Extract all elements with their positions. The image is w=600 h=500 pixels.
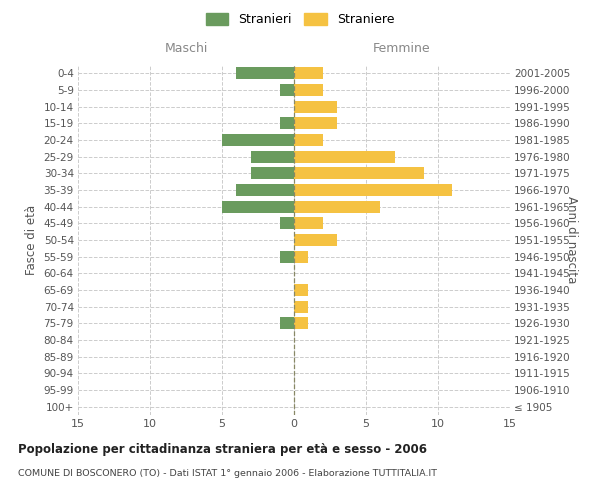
Bar (294, 250, 308, 262)
Bar (294, 284, 308, 296)
Bar (251, 150, 294, 162)
Text: Popolazione per cittadinanza straniera per età e sesso - 2006: Popolazione per cittadinanza straniera p… (18, 442, 427, 456)
Bar (294, 218, 323, 230)
Bar (294, 100, 337, 112)
Bar (294, 84, 323, 96)
Bar (294, 150, 395, 162)
Text: Maschi: Maschi (164, 42, 208, 55)
Bar (251, 168, 294, 179)
Bar (294, 234, 337, 246)
Bar (294, 300, 308, 312)
Bar (222, 134, 294, 146)
Bar (236, 68, 294, 80)
Bar (294, 68, 323, 80)
Legend: Stranieri, Straniere: Stranieri, Straniere (202, 8, 398, 30)
Bar (280, 118, 294, 130)
Text: COMUNE DI BOSCONERO (TO) - Dati ISTAT 1° gennaio 2006 - Elaborazione TUTTITALIA.: COMUNE DI BOSCONERO (TO) - Dati ISTAT 1°… (18, 469, 437, 478)
Bar (294, 168, 424, 179)
Bar (222, 200, 294, 212)
Bar (280, 84, 294, 96)
Y-axis label: Anni di nascita: Anni di nascita (565, 196, 578, 284)
Bar (280, 318, 294, 330)
Bar (294, 134, 323, 146)
Bar (294, 318, 308, 330)
Bar (294, 200, 380, 212)
Bar (280, 250, 294, 262)
Bar (294, 184, 452, 196)
Text: Femmine: Femmine (373, 42, 431, 55)
Bar (236, 184, 294, 196)
Bar (294, 118, 337, 130)
Bar (280, 218, 294, 230)
Y-axis label: Fasce di età: Fasce di età (25, 205, 38, 275)
